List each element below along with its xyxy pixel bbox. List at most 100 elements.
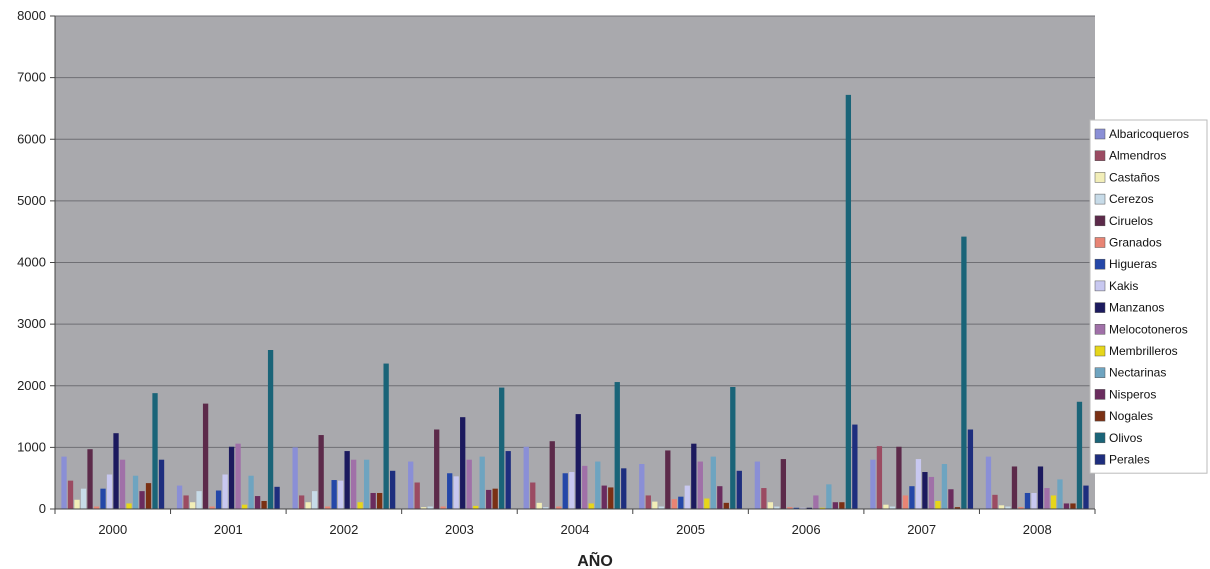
bar bbox=[427, 506, 433, 509]
bar bbox=[582, 465, 588, 509]
bar bbox=[460, 417, 466, 509]
legend-box bbox=[1089, 119, 1208, 474]
bar bbox=[556, 506, 562, 509]
bar bbox=[228, 446, 235, 509]
bar bbox=[523, 446, 529, 509]
y-tick-label: 5000 bbox=[17, 193, 46, 208]
bar bbox=[241, 504, 248, 509]
bar bbox=[344, 451, 350, 509]
bar bbox=[298, 495, 305, 509]
bar bbox=[536, 502, 542, 509]
bar bbox=[1037, 466, 1044, 509]
bar bbox=[292, 447, 298, 509]
bar bbox=[826, 484, 832, 509]
bar bbox=[311, 491, 318, 509]
bar bbox=[350, 459, 357, 509]
bar bbox=[383, 363, 389, 509]
bar bbox=[267, 350, 274, 509]
legend-swatch bbox=[1094, 215, 1106, 227]
legend-swatch bbox=[1094, 258, 1106, 270]
bar bbox=[608, 487, 614, 509]
y-tick-label: 1000 bbox=[17, 439, 46, 454]
bar bbox=[954, 507, 961, 509]
bar bbox=[196, 491, 202, 509]
bar bbox=[261, 500, 267, 509]
legend-label: Granados bbox=[1109, 236, 1162, 250]
bar bbox=[370, 492, 376, 509]
legend-swatch bbox=[1094, 172, 1106, 183]
bar bbox=[331, 480, 337, 509]
bar bbox=[202, 403, 209, 509]
bar bbox=[492, 488, 498, 509]
bar bbox=[730, 386, 736, 509]
bar bbox=[1024, 492, 1031, 509]
legend-swatch bbox=[1094, 128, 1106, 140]
y-tick-label: 4000 bbox=[17, 255, 46, 270]
bar bbox=[440, 506, 446, 509]
bar bbox=[806, 507, 813, 509]
legend-swatch bbox=[1094, 345, 1106, 357]
bar bbox=[530, 482, 536, 509]
x-tick-label: 2008 bbox=[1023, 522, 1052, 537]
bar bbox=[414, 482, 420, 509]
legend-label: Kakis bbox=[1109, 279, 1138, 293]
bar bbox=[935, 500, 941, 509]
bar bbox=[248, 475, 254, 509]
legend-label: Melocotoneros bbox=[1109, 322, 1188, 336]
bar bbox=[158, 459, 165, 509]
bar bbox=[665, 450, 671, 509]
bar bbox=[941, 464, 948, 509]
bar bbox=[87, 449, 93, 509]
legend-swatch bbox=[1094, 280, 1106, 292]
bar bbox=[1083, 485, 1089, 509]
bar bbox=[1057, 479, 1063, 509]
bar bbox=[215, 490, 222, 509]
legend-swatch bbox=[1094, 237, 1106, 248]
bar bbox=[324, 506, 331, 509]
bar bbox=[479, 456, 485, 509]
bar bbox=[948, 489, 954, 509]
bar bbox=[614, 382, 620, 509]
bar bbox=[562, 473, 568, 509]
bar bbox=[1044, 488, 1050, 509]
bar bbox=[505, 451, 511, 509]
bar bbox=[235, 443, 241, 509]
bar bbox=[845, 94, 852, 509]
legend-label: Perales bbox=[1109, 453, 1150, 467]
bar bbox=[967, 429, 974, 509]
bar bbox=[704, 498, 710, 509]
bar bbox=[639, 464, 645, 509]
x-tick-label: 2006 bbox=[792, 522, 821, 537]
bar bbox=[189, 502, 196, 509]
x-tick-label: 2000 bbox=[98, 522, 127, 537]
bar bbox=[780, 459, 787, 509]
legend-label: Cerezos bbox=[1109, 192, 1154, 206]
legend-label: Nogales bbox=[1109, 409, 1153, 423]
bar bbox=[601, 485, 607, 509]
legend-label: Higueras bbox=[1109, 257, 1157, 271]
bar bbox=[961, 236, 967, 509]
bar bbox=[67, 480, 74, 509]
bars bbox=[61, 94, 1089, 509]
x-tick-label: 2005 bbox=[676, 522, 705, 537]
bar bbox=[486, 489, 492, 509]
bar bbox=[684, 485, 690, 509]
legend-label: Membrilleros bbox=[1109, 344, 1178, 358]
bar bbox=[74, 499, 80, 509]
bar bbox=[254, 496, 261, 509]
bar bbox=[985, 456, 992, 509]
bar bbox=[883, 504, 889, 509]
bar bbox=[119, 459, 126, 509]
bar bbox=[222, 474, 228, 509]
bar bbox=[376, 492, 383, 509]
bar bbox=[902, 495, 909, 509]
bar bbox=[569, 472, 575, 509]
bar bbox=[318, 435, 324, 509]
y-axis: 0 1000 2000 3000 4000 5000 6000 7000 8000 bbox=[17, 8, 56, 516]
bar bbox=[357, 502, 363, 509]
x-tick-label: 2003 bbox=[445, 522, 474, 537]
bar bbox=[389, 470, 396, 509]
bar bbox=[466, 459, 472, 509]
bar bbox=[93, 506, 100, 509]
bar bbox=[652, 501, 658, 509]
